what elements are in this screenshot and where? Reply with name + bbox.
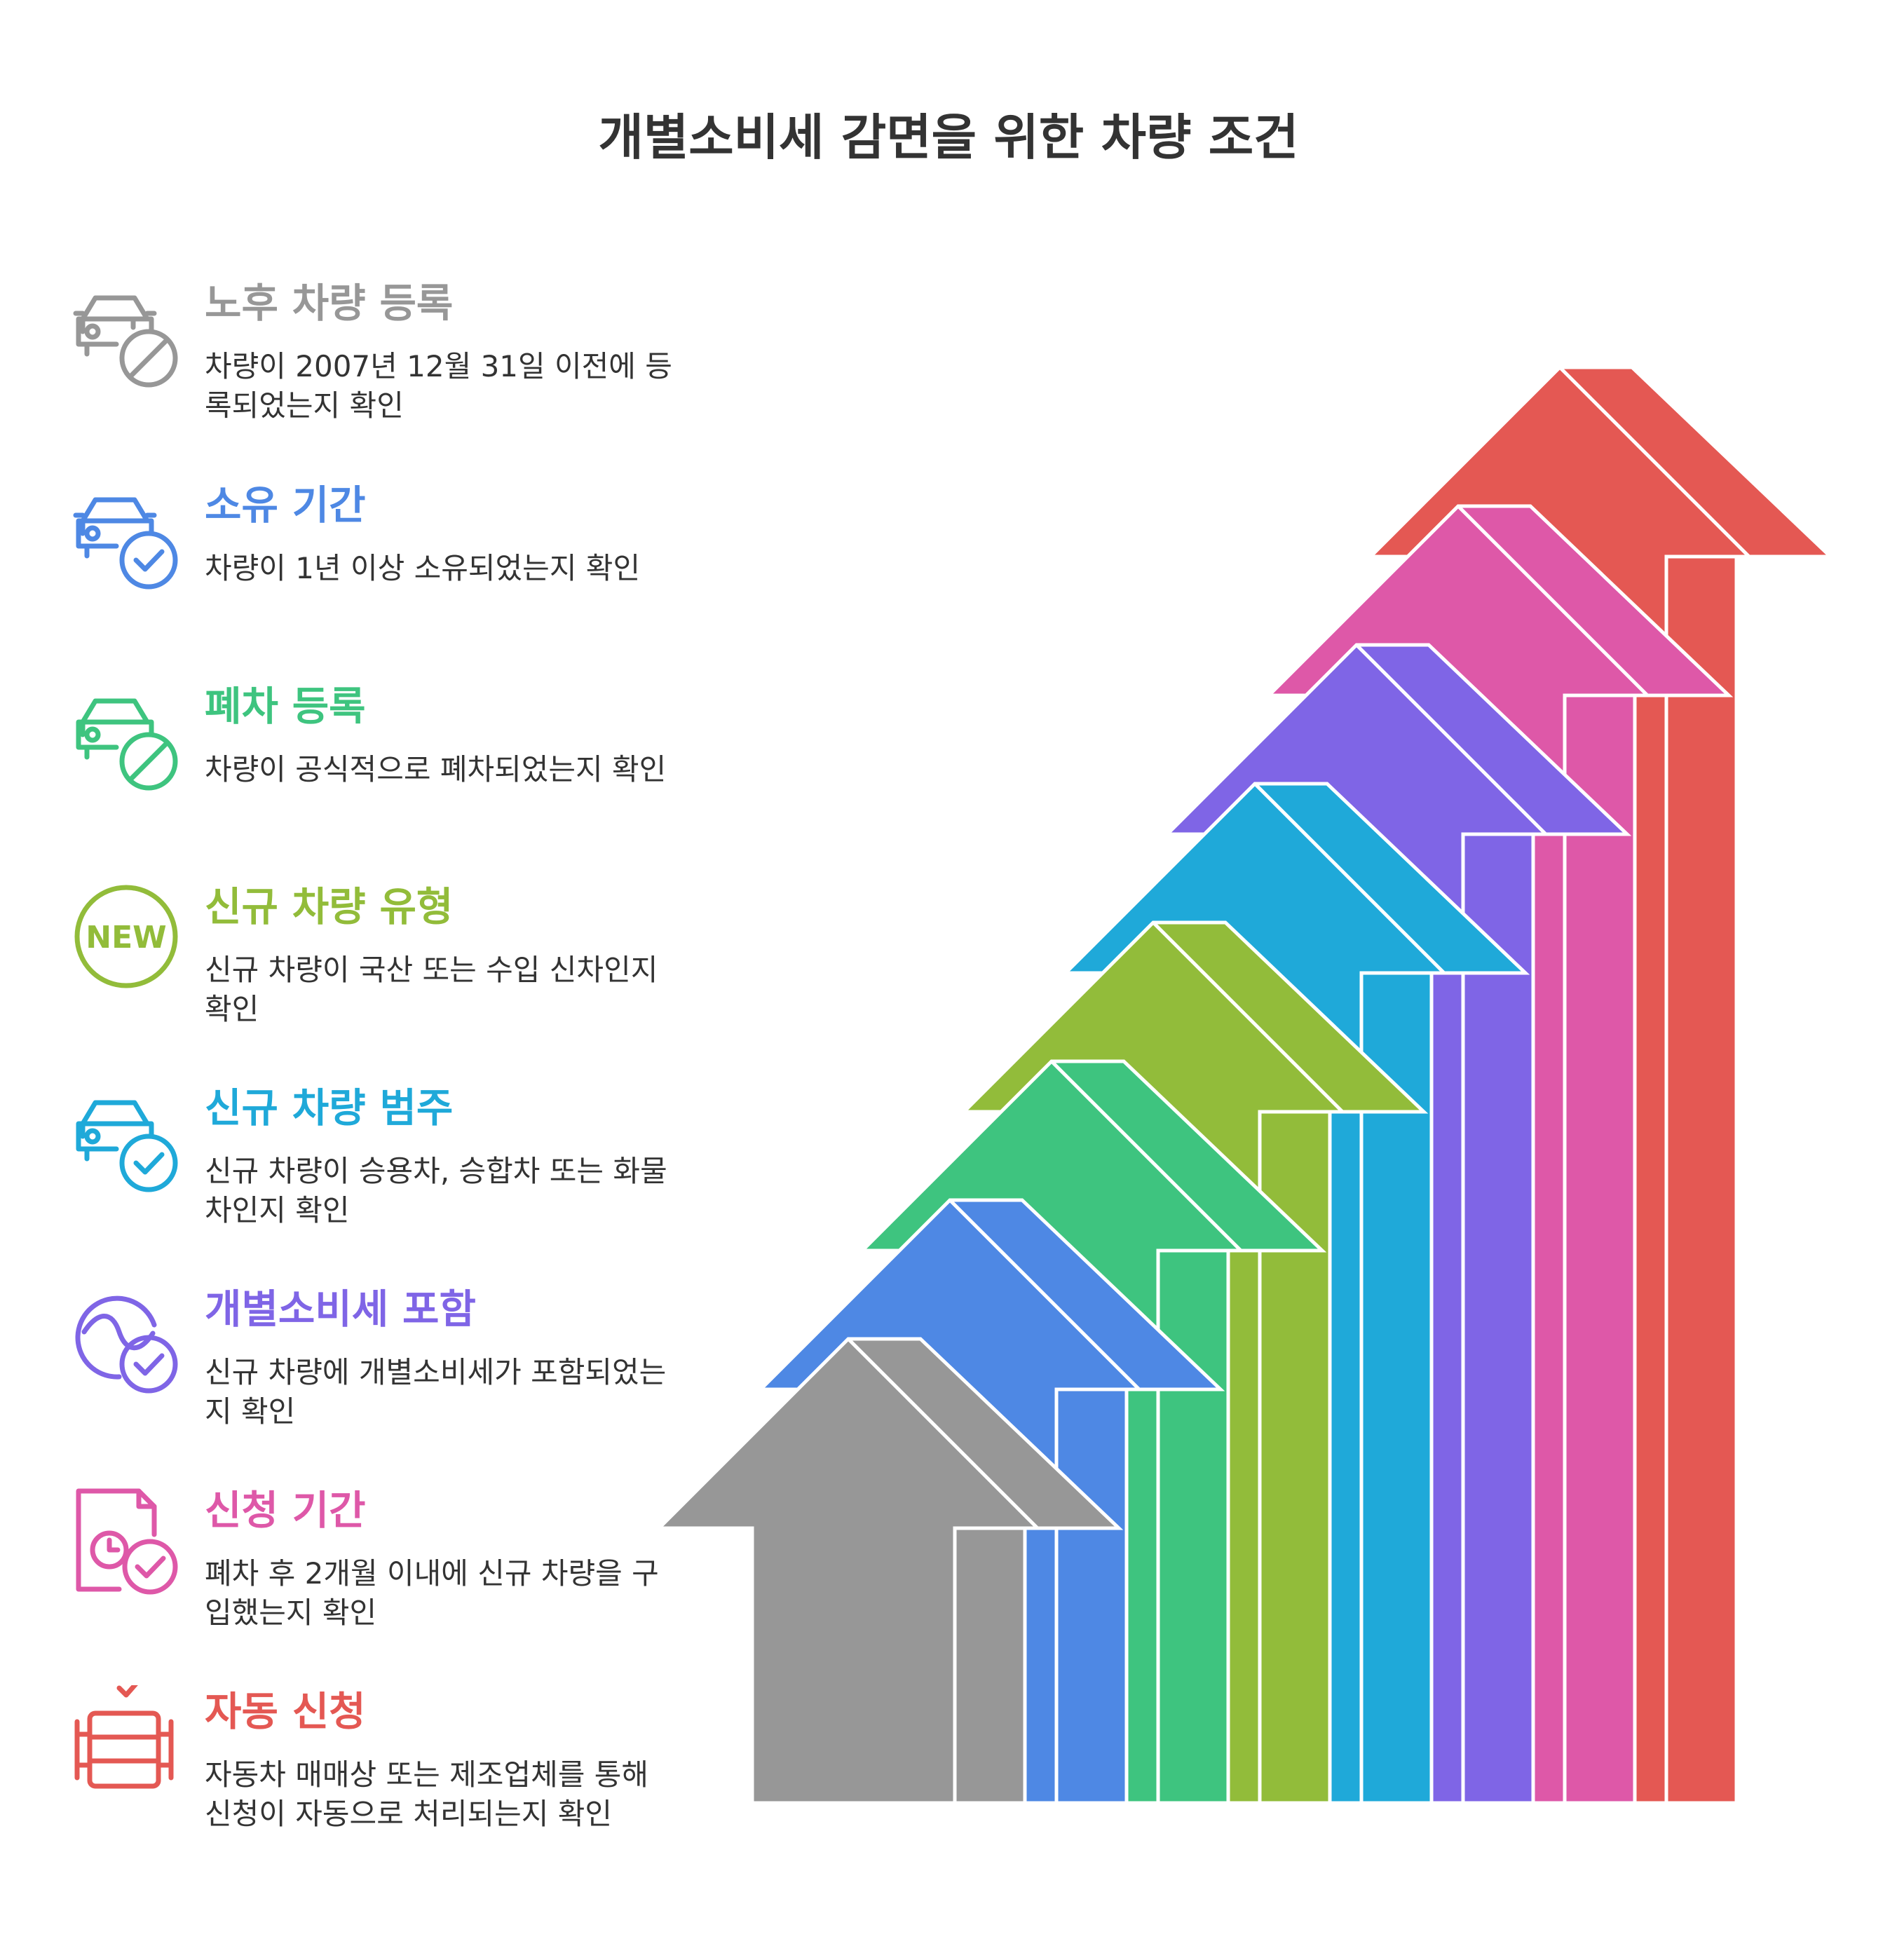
step-description: 차량이 2007년 12월 31일 이전에 등록되었는지 확인	[205, 349, 672, 423]
step-description: 자동차 매매상 또는 제조업체를 통해 신청이 자동으로 처리되는지 확인	[205, 1757, 649, 1831]
arrow-edge-8	[1558, 366, 1754, 1803]
arrow-edge-6	[1355, 644, 1551, 1803]
new-badge-text: NEW	[86, 920, 166, 955]
step-item-6: 개별소비세 포함 신규 차량에 개별소비세가 포함되었는지 확인	[70, 1283, 666, 1479]
step-item-8: 자동 신청 자동차 매매상 또는 제조업체를 통해 신청이 자동으로 처리되는지…	[70, 1685, 648, 1881]
step-description: 신규 차량에 개별소비세가 포함되었는지 확인	[205, 1355, 667, 1429]
step-item-5: 신규 차량 범주 신규 차량이 승용차, 승합차 또는 화물차인지 확인	[70, 1082, 667, 1278]
step-title: 폐차 등록	[205, 683, 366, 730]
step-title: 개별소비세 포함	[205, 1286, 476, 1333]
car-check-icon	[70, 1082, 182, 1194]
new-badge-icon: NEW	[70, 880, 182, 993]
arrow-edge-7	[1457, 505, 1652, 1803]
step-item-7: 신청 기간 폐차 후 2개월 이내에 신규 차량을 구입했는지 확인	[70, 1484, 659, 1680]
step-description: 신규 차량이 승용차, 승합차 또는 화물차인지 확인	[205, 1154, 667, 1227]
step-description: 폐차 후 2개월 이내에 신규 차량을 구입했는지 확인	[205, 1556, 659, 1630]
page-title: 개별소비세 감면을 위한 차량 조건	[598, 109, 1299, 166]
step-item-2: 소유 기간 차량이 1년 이상 소유되었는지 확인	[70, 479, 640, 675]
tax-check-icon	[70, 1283, 182, 1395]
arrow-edge-4	[1152, 921, 1347, 1803]
server-check-icon	[70, 1685, 182, 1797]
step-description: 신규 차량이 국산 또는 수입 신차인지 확인	[205, 953, 658, 1026]
step-item-4: NEW 신규 차량 유형 신규 차량이 국산 또는 수입 신차인지 확인	[70, 880, 658, 1077]
step-item-3: 폐차 등록 차량이 공식적으로 폐차되었는지 확인	[70, 680, 666, 876]
arrow-edge-1	[847, 1338, 1042, 1803]
arrow-edge-2	[948, 1199, 1144, 1803]
arrow-step-1	[654, 1337, 1124, 1805]
step-title: 노후 차량 등록	[205, 280, 454, 327]
step-description: 차량이 1년 이상 소유되었는지 확인	[205, 551, 641, 585]
step-description: 차량이 공식적으로 폐차되었는지 확인	[205, 752, 667, 787]
step-title: 소유 기간	[205, 482, 366, 529]
car-prohibited-icon	[70, 277, 182, 389]
car-check-icon	[70, 479, 182, 591]
step-title: 신규 차량 유형	[205, 884, 454, 930]
step-title: 자동 신청	[205, 1689, 366, 1735]
step-title: 신청 기간	[205, 1488, 366, 1534]
step-item-1: 노후 차량 등록 차량이 2007년 12월 31일 이전에 등록되었는지 확인	[70, 277, 672, 473]
document-clock-check-icon	[70, 1484, 182, 1596]
arrow-edge-5	[1253, 782, 1449, 1803]
car-prohibited-icon	[70, 680, 182, 792]
arrow-edge-3	[1050, 1060, 1246, 1803]
step-title: 신규 차량 범주	[205, 1085, 454, 1131]
